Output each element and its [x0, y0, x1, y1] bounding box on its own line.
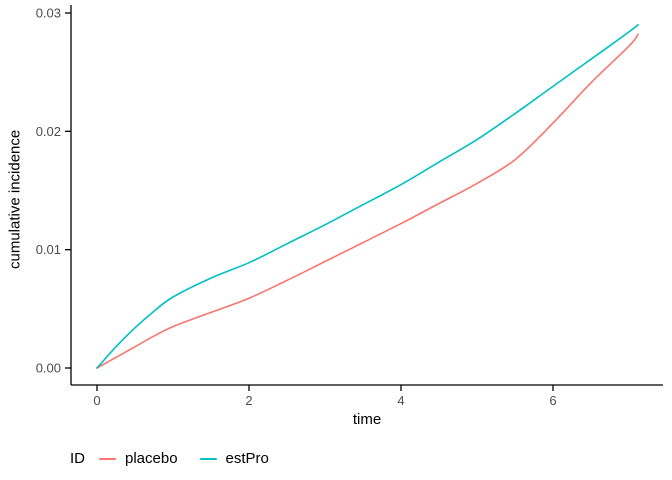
- legend-item-placebo: placebo: [99, 450, 178, 467]
- x-axis-title: time: [352, 411, 382, 428]
- svg-text:2: 2: [245, 393, 252, 408]
- svg-text:0.03: 0.03: [36, 6, 61, 21]
- svg-text:0: 0: [93, 393, 100, 408]
- legend: ID placebo estPro: [70, 450, 291, 467]
- svg-text:0.01: 0.01: [36, 242, 61, 257]
- svg-text:6: 6: [549, 393, 556, 408]
- estpro-line-key-icon: [199, 457, 217, 460]
- legend-label: estPro: [225, 450, 269, 467]
- legend-item-estpro: estPro: [199, 450, 269, 467]
- placebo-line-key-icon: [99, 457, 116, 460]
- svg-text:0.02: 0.02: [36, 124, 61, 139]
- y-axis-title: cumulative incidence: [6, 129, 24, 269]
- svg-text:4: 4: [397, 393, 404, 408]
- legend-label: placebo: [125, 450, 178, 467]
- legend-title: ID: [70, 450, 85, 467]
- svg-text:0.00: 0.00: [36, 361, 61, 376]
